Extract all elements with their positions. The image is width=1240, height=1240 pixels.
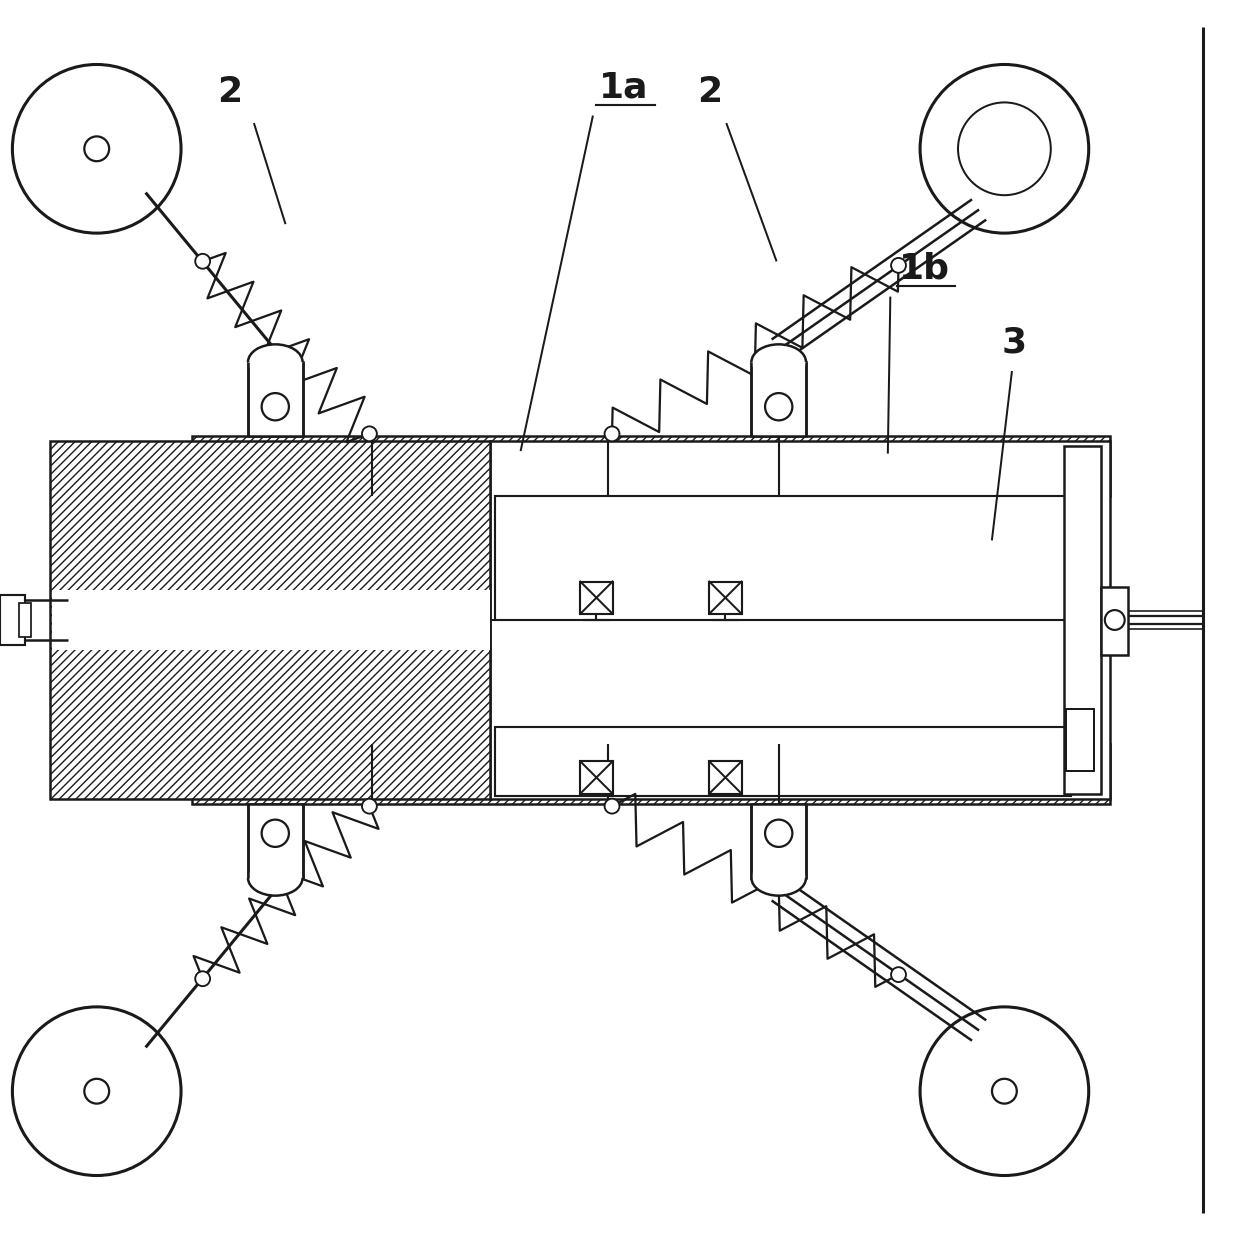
Circle shape: [362, 799, 377, 813]
Bar: [580, 761, 613, 794]
Circle shape: [959, 103, 1050, 195]
Circle shape: [765, 393, 792, 420]
Bar: [495, 727, 1071, 796]
Circle shape: [605, 799, 620, 813]
Bar: [19, 603, 31, 637]
Bar: [52, 590, 490, 650]
Circle shape: [892, 258, 906, 273]
Bar: [495, 496, 1071, 620]
Text: 3: 3: [1002, 326, 1027, 360]
Circle shape: [84, 136, 109, 161]
Circle shape: [765, 820, 792, 847]
Bar: [248, 362, 303, 436]
Bar: [50, 441, 490, 799]
Bar: [1064, 446, 1101, 794]
Bar: [192, 436, 1110, 496]
Bar: [192, 744, 1110, 804]
Circle shape: [1105, 610, 1125, 630]
Circle shape: [12, 64, 181, 233]
Bar: [1101, 587, 1128, 655]
Circle shape: [920, 1007, 1089, 1176]
Text: 2: 2: [217, 76, 242, 109]
Bar: [580, 582, 613, 614]
Circle shape: [920, 64, 1089, 233]
Text: 2: 2: [697, 76, 722, 109]
Circle shape: [892, 967, 906, 982]
Text: 1a: 1a: [599, 71, 649, 104]
Bar: [1066, 709, 1094, 771]
Bar: [709, 582, 742, 614]
Ellipse shape: [248, 345, 303, 379]
Circle shape: [262, 393, 289, 420]
Ellipse shape: [248, 861, 303, 895]
Circle shape: [262, 820, 289, 847]
Bar: [751, 804, 806, 878]
Circle shape: [84, 1079, 109, 1104]
Bar: [248, 804, 303, 878]
Circle shape: [992, 1079, 1017, 1104]
Ellipse shape: [751, 861, 806, 895]
Bar: [490, 441, 1110, 799]
Bar: [751, 362, 806, 436]
Circle shape: [605, 427, 620, 441]
Ellipse shape: [751, 345, 806, 379]
Circle shape: [992, 136, 1017, 161]
Circle shape: [195, 971, 210, 986]
Bar: [0, 595, 25, 645]
Text: 1b: 1b: [899, 252, 950, 285]
Bar: [709, 761, 742, 794]
Circle shape: [12, 1007, 181, 1176]
Circle shape: [195, 254, 210, 269]
Circle shape: [362, 427, 377, 441]
